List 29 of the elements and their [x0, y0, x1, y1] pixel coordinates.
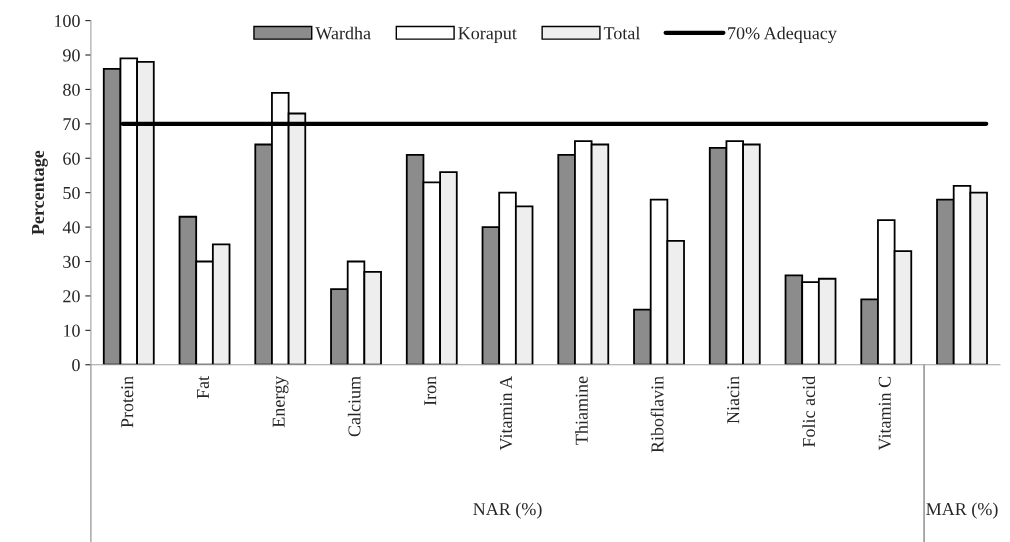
- x-tick-label: Niacin: [727, 376, 740, 424]
- x-tick-label: Iron: [424, 376, 437, 406]
- legend-label: Total: [603, 26, 641, 40]
- x-tick-label: Vitamin C: [878, 376, 891, 451]
- y-tick-label: 60: [63, 152, 80, 165]
- y-tick-label: 100: [54, 14, 80, 28]
- x-tick-label: Vitamin A: [499, 376, 513, 451]
- x-tick-label: Fat: [197, 375, 210, 399]
- y-tick-label: 0: [72, 359, 80, 372]
- x-tick-label: Folic acid: [802, 376, 816, 448]
- y-tick-label: 40: [62, 221, 80, 234]
- x-tick-label: Thiamine: [575, 376, 588, 445]
- y-axis-title: Percentage: [32, 150, 48, 235]
- legend-label: Wardha: [315, 26, 371, 40]
- y-tick-label: 50: [63, 186, 80, 200]
- y-tick-label: 20: [63, 290, 80, 303]
- legend-label: Koraput: [458, 27, 517, 44]
- x-tick-label: Protein: [121, 376, 134, 428]
- y-tick-label: 10: [64, 324, 80, 337]
- x-tick-label: Calcium: [347, 376, 361, 437]
- y-tick-label: 30: [63, 255, 80, 268]
- text: MAR (%): [926, 502, 998, 519]
- legend-label: 70% Adequacy: [728, 26, 837, 44]
- y-tick-label: 90: [63, 49, 80, 62]
- text: NAR (%): [473, 502, 542, 519]
- x-tick-label: Energy: [272, 375, 289, 428]
- y-tick-label: 70: [63, 118, 80, 131]
- x-tick-label: Riboflavin: [650, 376, 664, 453]
- y-tick-label: 80: [63, 83, 80, 96]
